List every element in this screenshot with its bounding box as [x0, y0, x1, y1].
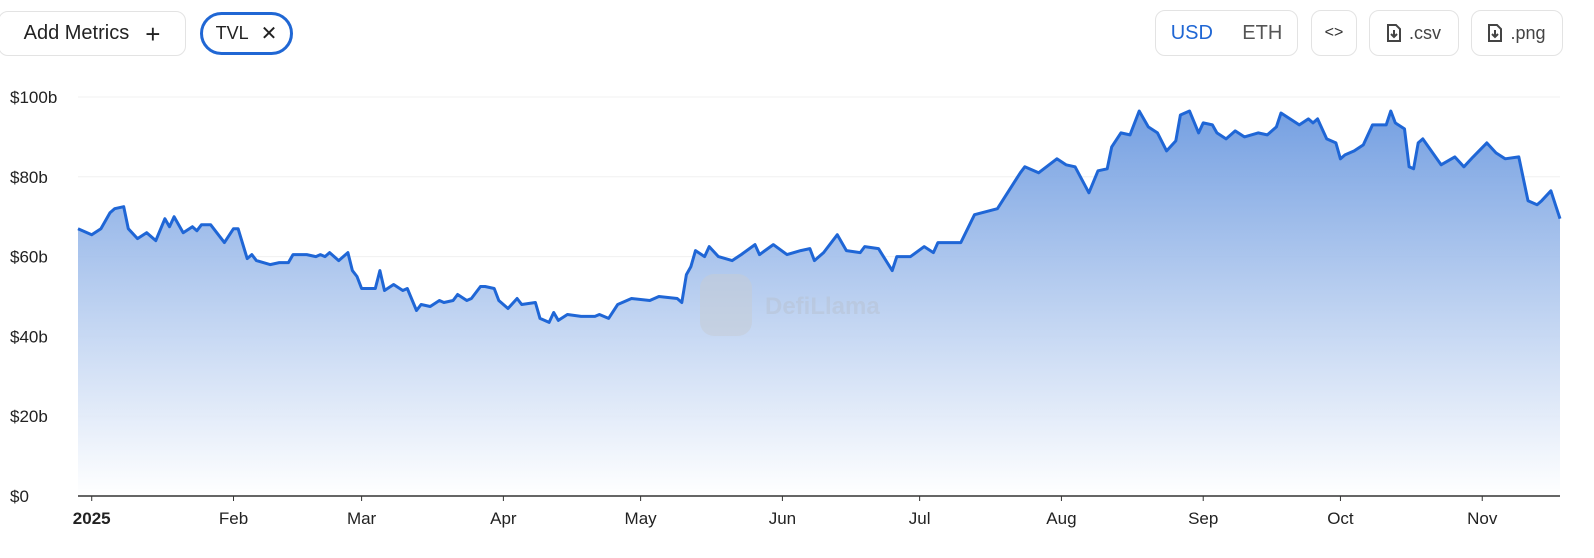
y-tick-label: $20b: [10, 407, 48, 426]
file-download-icon: [1488, 24, 1503, 42]
download-csv-button[interactable]: .csv: [1369, 10, 1459, 56]
x-tick-label: Jul: [909, 509, 931, 528]
metric-chip-tvl[interactable]: TVL ✕: [200, 12, 293, 55]
plus-icon: +: [145, 18, 161, 49]
y-tick-label: $80b: [10, 168, 48, 187]
watermark-text: DefiLlama: [765, 293, 880, 320]
x-tick-label: May: [625, 509, 658, 528]
metric-chip-label: TVL: [215, 23, 249, 43]
add-metrics-button[interactable]: Add Metrics +: [0, 11, 186, 56]
y-tick-label: $100b: [10, 88, 57, 107]
y-tick-label: $40b: [10, 327, 48, 346]
x-tick-label: Sep: [1188, 509, 1218, 528]
watermark: DefiLlama: [700, 274, 880, 336]
x-tick-label: Jun: [769, 509, 796, 528]
currency-usd-option[interactable]: USD: [1170, 21, 1213, 44]
add-metrics-label: Add Metrics: [23, 22, 130, 44]
csv-label: .csv: [1408, 22, 1441, 43]
close-icon[interactable]: ✕: [260, 23, 278, 45]
x-tick-label: Apr: [490, 509, 517, 528]
currency-toggle: USD ETH: [1155, 10, 1298, 56]
tvl-area: [78, 111, 1560, 496]
currency-eth-option[interactable]: ETH: [1242, 21, 1283, 44]
x-tick-label: Oct: [1327, 509, 1354, 528]
tvl-line: [77, 109, 1562, 324]
y-tick-label: $0: [10, 487, 29, 506]
embed-button[interactable]: <>: [1311, 10, 1357, 56]
file-download-icon: [1386, 24, 1401, 42]
x-tick-label: Aug: [1046, 509, 1076, 528]
x-tick-label: 2025: [73, 509, 111, 528]
png-label: .png: [1510, 22, 1546, 43]
x-tick-label: Mar: [347, 509, 377, 528]
y-tick-label: $60b: [10, 248, 48, 267]
x-tick-label: Nov: [1467, 509, 1498, 528]
download-png-button[interactable]: .png: [1471, 10, 1563, 56]
code-brackets-icon: <>: [1324, 24, 1344, 41]
x-tick-label: Feb: [219, 509, 248, 528]
